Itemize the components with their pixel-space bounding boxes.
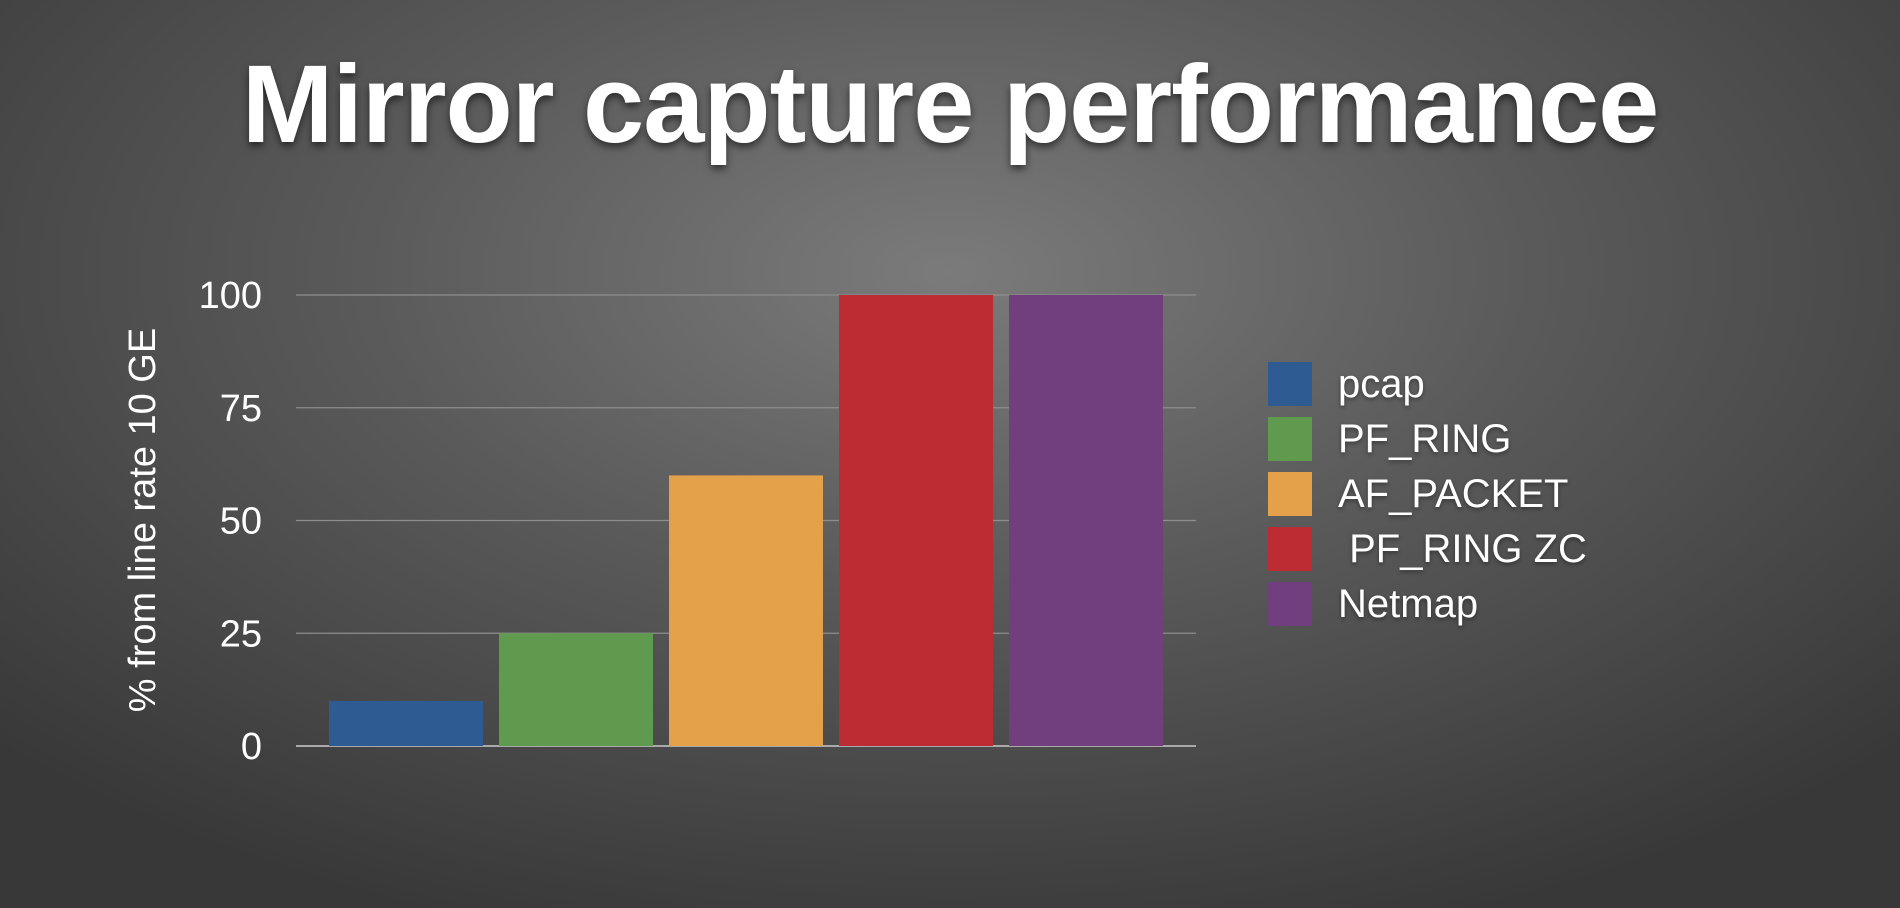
- y-tick-label: 25: [220, 613, 262, 655]
- y-tick-labels: 0 25 50 75 100: [199, 275, 262, 768]
- bar-pcap: [329, 700, 483, 746]
- y-axis-label: % from line rate 10 GE: [122, 328, 164, 712]
- y-tick-label: 0: [241, 726, 262, 768]
- legend-label: Netmap: [1338, 581, 1479, 626]
- bar-af-packet: [669, 475, 823, 746]
- y-tick-label: 50: [220, 501, 262, 543]
- legend-item: Netmap: [1268, 576, 1587, 631]
- legend-label: PF_RING: [1338, 416, 1512, 461]
- y-tick-label: 100: [199, 275, 262, 317]
- legend-label: PF_RING ZC: [1338, 526, 1587, 571]
- legend-item: PF_RING ZC: [1268, 521, 1587, 576]
- legend-item: pcap: [1268, 356, 1587, 411]
- bar-pf-ring-zc: [839, 295, 993, 746]
- legend-swatch: [1268, 471, 1312, 516]
- chart-legend: pcap PF_RING AF_PACKET PF_RING ZC Netmap: [1268, 356, 1587, 631]
- y-tick-label: 75: [220, 388, 262, 430]
- legend-item: AF_PACKET: [1268, 466, 1587, 521]
- legend-swatch: [1268, 581, 1312, 626]
- slide-title: Mirror capture performance: [241, 43, 1660, 166]
- legend-swatch: [1268, 526, 1312, 571]
- bar-netmap: [1009, 295, 1163, 746]
- legend-item: PF_RING: [1268, 411, 1587, 466]
- legend-swatch: [1268, 361, 1312, 406]
- legend-label: AF_PACKET: [1338, 471, 1569, 516]
- legend-swatch: [1268, 416, 1312, 461]
- bars: [329, 295, 1163, 746]
- bar-pf-ring: [499, 633, 653, 746]
- legend-label: pcap: [1338, 361, 1425, 406]
